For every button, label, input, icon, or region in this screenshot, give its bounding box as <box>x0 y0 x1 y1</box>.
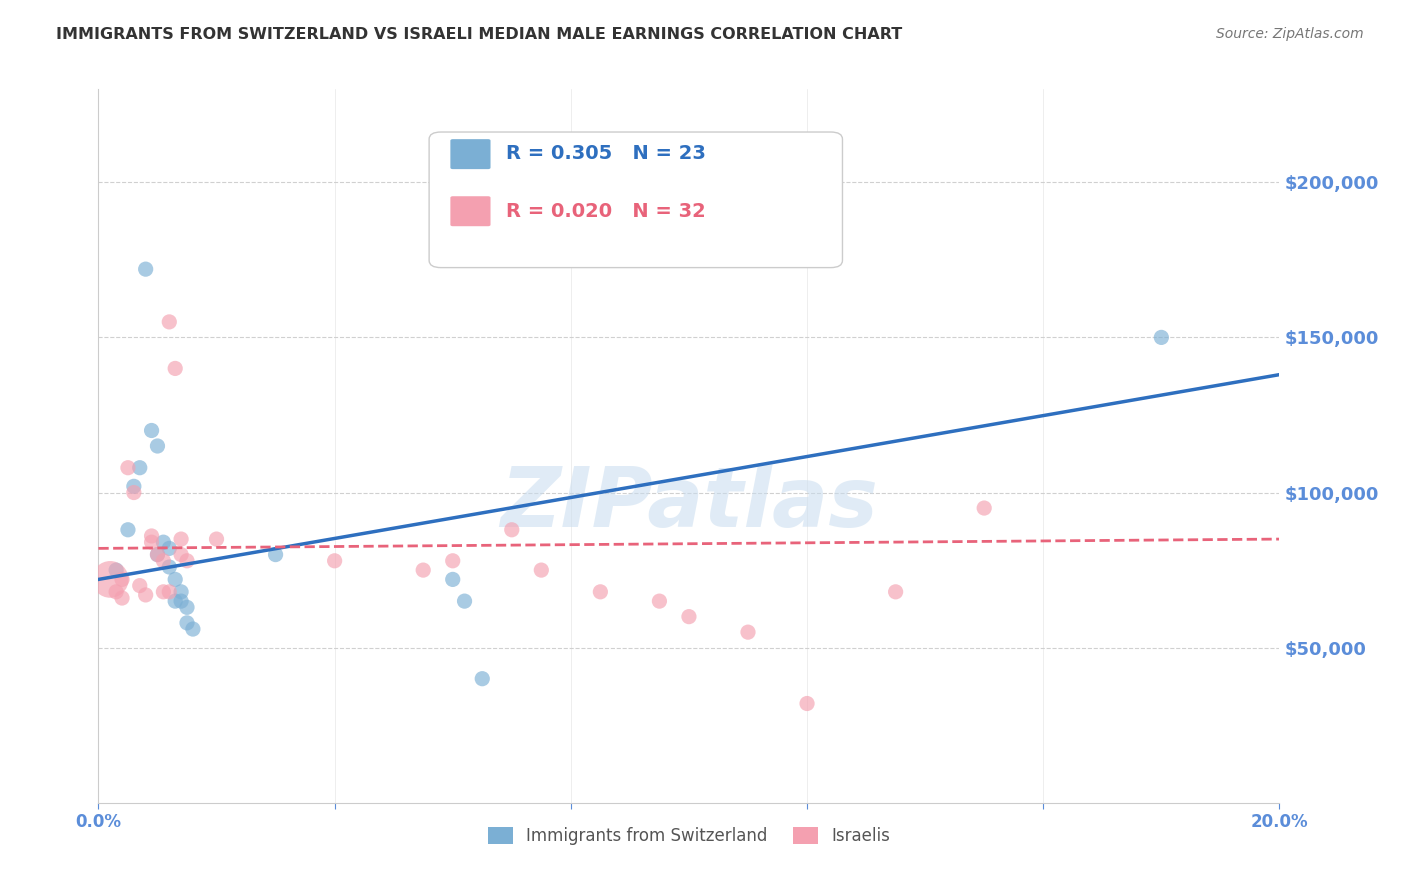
Point <box>157 584 180 599</box>
Point <box>589 584 612 599</box>
Point <box>412 563 434 577</box>
Point <box>441 573 464 587</box>
Point <box>737 625 759 640</box>
Point <box>117 460 139 475</box>
Point <box>181 622 204 636</box>
Point <box>105 584 128 599</box>
Point <box>122 479 145 493</box>
Point <box>530 563 553 577</box>
Point <box>165 594 187 608</box>
Point <box>973 501 995 516</box>
Point <box>796 697 818 711</box>
Point <box>111 573 134 587</box>
Point <box>105 563 128 577</box>
Text: ZIPatlas: ZIPatlas <box>501 463 877 543</box>
Point <box>170 594 193 608</box>
Point <box>471 672 494 686</box>
Point <box>170 532 193 546</box>
FancyBboxPatch shape <box>450 139 491 169</box>
Point <box>205 532 228 546</box>
Point <box>98 573 121 587</box>
Point <box>323 554 346 568</box>
FancyBboxPatch shape <box>429 132 842 268</box>
Point <box>122 485 145 500</box>
Point <box>165 573 187 587</box>
Point <box>152 584 174 599</box>
Text: IMMIGRANTS FROM SWITZERLAND VS ISRAELI MEDIAN MALE EARNINGS CORRELATION CHART: IMMIGRANTS FROM SWITZERLAND VS ISRAELI M… <box>56 27 903 42</box>
Point <box>135 588 157 602</box>
Point <box>170 584 193 599</box>
Point <box>135 262 157 277</box>
Point <box>170 548 193 562</box>
Point <box>152 535 174 549</box>
Point <box>117 523 139 537</box>
Point <box>128 579 150 593</box>
Point <box>141 529 163 543</box>
Point <box>441 554 464 568</box>
Point <box>157 560 180 574</box>
Point <box>141 535 163 549</box>
Point <box>157 541 180 556</box>
Point <box>146 548 169 562</box>
Legend: Immigrants from Switzerland, Israelis: Immigrants from Switzerland, Israelis <box>481 820 897 852</box>
Point <box>128 460 150 475</box>
Point <box>648 594 671 608</box>
Text: R = 0.305   N = 23: R = 0.305 N = 23 <box>506 144 706 163</box>
Point <box>146 548 169 562</box>
Point <box>501 523 523 537</box>
Point <box>884 584 907 599</box>
Point <box>111 591 134 605</box>
FancyBboxPatch shape <box>450 196 491 227</box>
Point <box>678 609 700 624</box>
Point <box>176 600 198 615</box>
Point <box>1150 330 1173 344</box>
Point <box>152 554 174 568</box>
Point <box>453 594 475 608</box>
Text: Source: ZipAtlas.com: Source: ZipAtlas.com <box>1216 27 1364 41</box>
Point <box>146 439 169 453</box>
Text: R = 0.020   N = 32: R = 0.020 N = 32 <box>506 202 706 221</box>
Point <box>157 315 180 329</box>
Point <box>264 548 287 562</box>
Point <box>141 424 163 438</box>
Point <box>165 361 187 376</box>
Point <box>176 615 198 630</box>
Point <box>176 554 198 568</box>
